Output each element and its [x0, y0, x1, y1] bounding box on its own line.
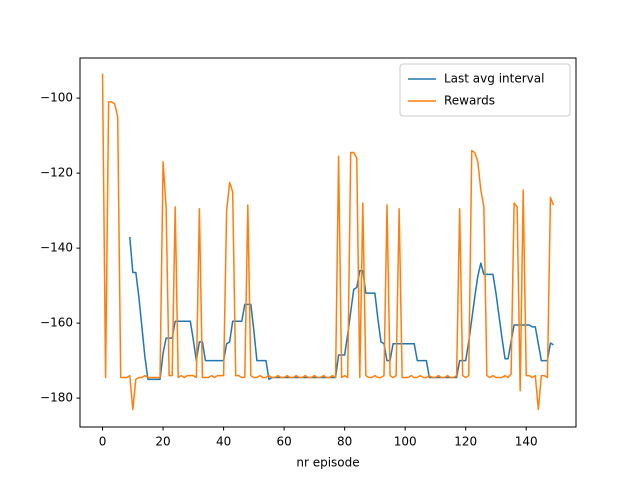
y-tick-label: −160 — [40, 316, 73, 330]
x-tick-label: 120 — [454, 435, 477, 449]
legend-box — [399, 63, 571, 117]
plot-frame — [79, 57, 577, 428]
y-tick-label: −120 — [40, 166, 73, 180]
legend-label: Last avg interval — [444, 72, 544, 86]
x-tick-label: 100 — [394, 435, 417, 449]
legend-label: Rewards — [444, 94, 495, 108]
line-series — [101, 73, 555, 411]
x-tick-label: 80 — [337, 435, 352, 449]
x-tick-label: 40 — [216, 435, 231, 449]
y-tick-label: −140 — [40, 241, 73, 255]
x-tick-label: 140 — [515, 435, 538, 449]
x-tick-label: 20 — [155, 435, 170, 449]
y-tick-label: −100 — [40, 91, 73, 105]
x-axis-label: nr episode — [296, 456, 359, 470]
y-tick-label: −180 — [40, 391, 73, 405]
x-tick-label: 60 — [276, 435, 291, 449]
x-tick-label: 0 — [99, 435, 107, 449]
